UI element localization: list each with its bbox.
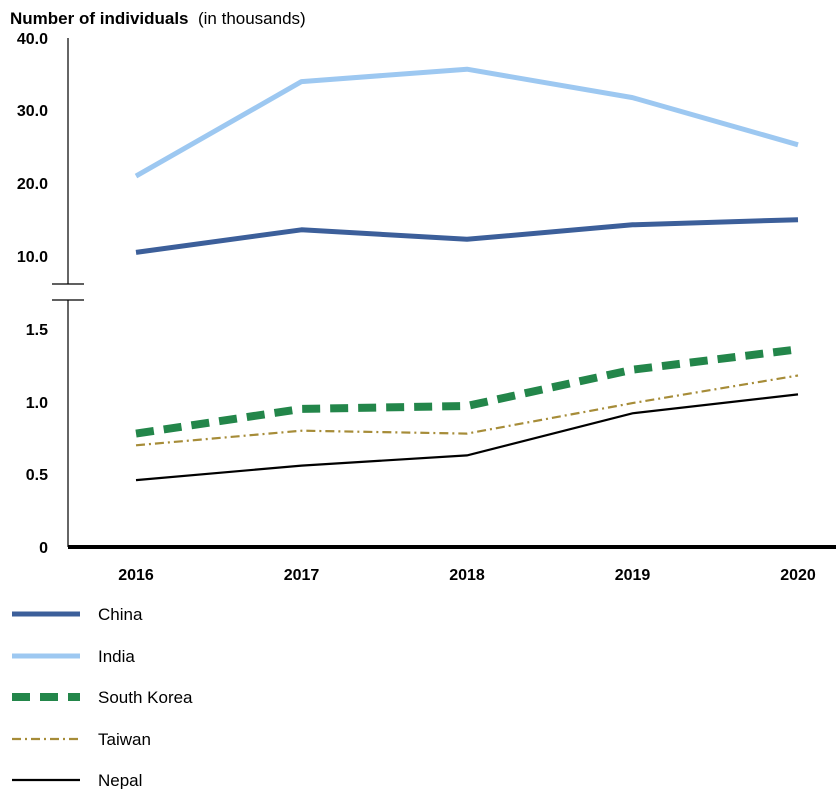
y-tick-label: 40.0 [17, 31, 48, 48]
x-tick-label: 2017 [284, 567, 320, 584]
chart-title: Number of individuals (in thousands) [10, 9, 306, 28]
y-tick-label: 1.5 [26, 322, 48, 339]
chart-title-main: Number of individuals [10, 9, 189, 28]
y-tick-labels: 40.0 30.0 20.0 10.0 1.5 1.0 0.5 0 [17, 31, 48, 557]
legend-label-south-korea: South Korea [98, 688, 193, 707]
series-line-south-korea [135, 345, 799, 438]
legend: China India South Korea Taiwan Nepal [12, 605, 193, 789]
series-line-nepal [135, 393, 799, 482]
series-line-china [135, 217, 799, 255]
y-tick-label: 0.5 [26, 467, 48, 484]
x-tick-label: 2020 [780, 567, 816, 584]
x-tick-labels: 2016 2017 2018 2019 2020 [118, 567, 816, 584]
y-tick-label: 30.0 [17, 103, 48, 120]
y-tick-label: 1.0 [26, 395, 48, 412]
y-tick-label: 0 [39, 540, 48, 557]
series-line-taiwan [135, 374, 799, 447]
x-tick-label: 2018 [449, 567, 485, 584]
legend-label-nepal: Nepal [98, 771, 142, 789]
x-tick-label: 2019 [615, 567, 651, 584]
y-tick-label: 10.0 [17, 249, 48, 266]
legend-label-china: China [98, 605, 143, 624]
legend-label-india: India [98, 647, 135, 666]
series-line-india [134, 66, 799, 179]
legend-label-taiwan: Taiwan [98, 730, 151, 749]
axes [52, 38, 836, 549]
y-tick-label: 20.0 [17, 176, 48, 193]
series-lines [134, 66, 799, 482]
x-tick-label: 2016 [118, 567, 154, 584]
chart-title-unit: (in thousands) [198, 9, 306, 28]
